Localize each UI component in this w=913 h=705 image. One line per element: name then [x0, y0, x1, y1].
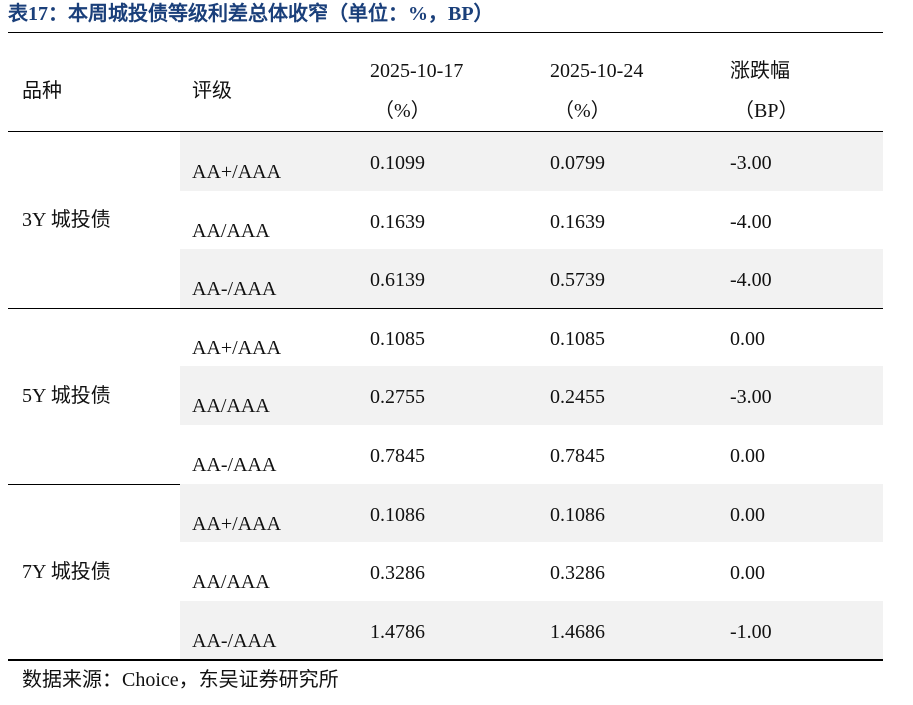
row-shade: [180, 366, 883, 425]
value-cell: 0.7845: [370, 445, 425, 467]
value-cell: 0.7845: [550, 445, 605, 467]
row-shade: [180, 483, 883, 543]
value-cell: 0.00: [730, 503, 765, 526]
value-cell: 0.2455: [550, 386, 605, 409]
column-header: （BP）: [734, 100, 799, 122]
column-header: 2025-10-24: [550, 60, 644, 82]
row-shade: [180, 132, 883, 191]
rating-cell: AA+/AAA: [192, 336, 282, 359]
value-cell: 0.5739: [550, 269, 605, 292]
rule: [8, 307, 883, 309]
value-cell: 1.4686: [550, 620, 605, 643]
rating-cell: AA+/AAA: [192, 161, 282, 183]
value-cell: 0.1086: [370, 503, 425, 526]
value-cell: 0.00: [730, 327, 765, 350]
value-cell: 0.3286: [550, 562, 605, 585]
value-cell: -4.00: [730, 210, 772, 233]
value-cell: 0.00: [730, 445, 765, 467]
column-header: 2025-10-17: [370, 60, 464, 82]
column-header: 品种: [22, 80, 62, 102]
value-cell: 0.1086: [550, 503, 605, 526]
rule: [8, 131, 883, 132]
column-header: （%）: [374, 100, 431, 122]
value-cell: 0.2755: [370, 386, 425, 409]
rating-cell: AA-/AAA: [192, 454, 277, 476]
value-cell: -3.00: [730, 386, 772, 409]
rating-cell: AA/AAA: [192, 395, 270, 418]
value-cell: 0.00: [730, 562, 765, 585]
column-header: （%）: [554, 100, 611, 122]
value-cell: -4.00: [730, 269, 772, 292]
group-label: 5Y 城投债: [22, 384, 111, 407]
rule: [8, 659, 883, 661]
value-cell: 0.1085: [370, 327, 425, 350]
value-cell: 0.1099: [370, 152, 425, 174]
rating-cell: AA-/AAA: [192, 278, 277, 301]
rule: [8, 32, 883, 33]
value-cell: 0.6139: [370, 269, 425, 292]
value-cell: 0.1639: [370, 210, 425, 233]
source-note: 数据来源：Choice，东吴证券研究所: [22, 669, 339, 691]
rating-cell: AA+/AAA: [192, 512, 282, 535]
value-cell: 0.1085: [550, 327, 605, 350]
column-header: 涨跌幅: [730, 60, 790, 82]
rating-cell: AA-/AAA: [192, 629, 277, 652]
rating-cell: AA/AAA: [192, 571, 270, 594]
group-label: 3Y 城投债: [22, 208, 111, 231]
row-shade: [180, 600, 883, 660]
value-cell: 0.1639: [550, 210, 605, 233]
value-cell: -1.00: [730, 620, 772, 643]
table-title: 表17：本周城投债等级利差总体收窄（单位：%，BP）: [8, 3, 494, 25]
value-cell: -3.00: [730, 152, 772, 174]
rating-cell: AA/AAA: [192, 219, 270, 242]
value-cell: 0.3286: [370, 562, 425, 585]
value-cell: 0.0799: [550, 152, 605, 174]
group-label: 7Y 城投债: [22, 560, 111, 583]
row-shade: [180, 249, 883, 308]
value-cell: 1.4786: [370, 620, 425, 643]
column-header: 评级: [192, 80, 232, 102]
